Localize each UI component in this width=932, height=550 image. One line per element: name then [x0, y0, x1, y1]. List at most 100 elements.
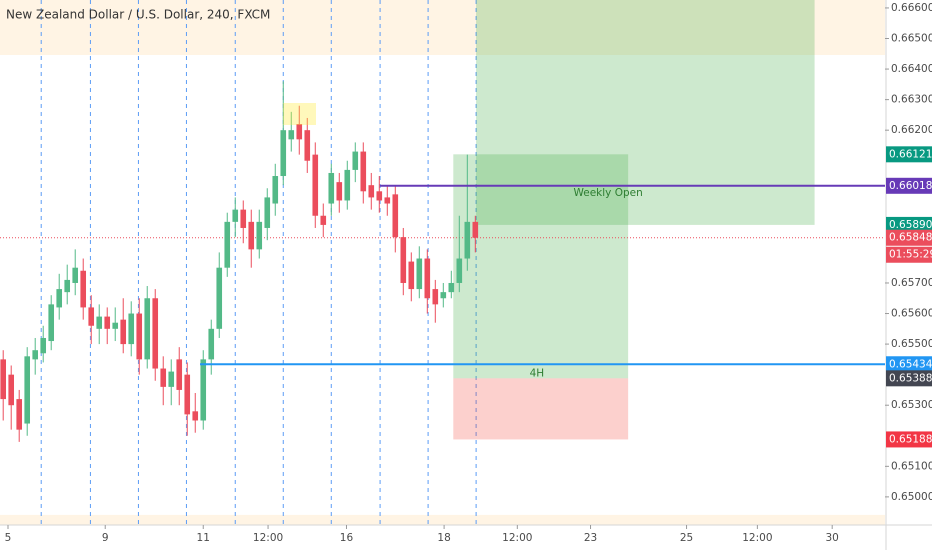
position-box	[453, 378, 629, 440]
candle-body	[0, 359, 7, 400]
position-box	[453, 154, 629, 379]
candle-body	[200, 359, 207, 421]
price-badge-label: 0.65848	[889, 232, 932, 244]
countdown-label: 01:55:29	[889, 249, 932, 261]
candle-body	[304, 130, 311, 161]
candle-body	[320, 215, 327, 225]
x-tick-label: 11	[197, 532, 210, 544]
candle-body	[424, 258, 431, 299]
candle-body	[448, 282, 455, 293]
y-tick-label: 0.66600	[891, 2, 932, 14]
x-tick-label: 9	[102, 532, 109, 544]
y-tick-label: 0.66500	[891, 33, 932, 45]
candle-body	[184, 374, 191, 415]
price-badge	[886, 229, 932, 246]
candle-body	[360, 151, 367, 192]
candle-body	[400, 237, 407, 283]
candle-body	[232, 209, 239, 222]
y-tick-label: 0.65300	[891, 399, 932, 411]
candle-body	[336, 182, 343, 201]
x-tick-label: 18	[437, 532, 450, 544]
candle-body	[112, 322, 119, 329]
chart-title: New Zealand Dollar / U.S. Dollar, 240, F…	[6, 8, 270, 22]
candle-body	[48, 304, 55, 342]
candle-body	[24, 356, 31, 424]
price-badge-label: 0.65188	[889, 433, 932, 445]
y-tick-label: 0.65600	[891, 308, 932, 320]
candle-body	[288, 130, 295, 140]
y-tick-label: 0.65700	[891, 277, 932, 289]
price-badge-label: 0.66121	[889, 148, 932, 160]
y-tick-label: 0.65100	[891, 460, 932, 472]
x-tick-label: 12:00	[253, 532, 283, 544]
candle-body	[64, 279, 71, 293]
candle-body	[96, 316, 103, 329]
price-badge	[886, 177, 932, 194]
candle-body	[136, 313, 143, 360]
plot-area	[0, 0, 885, 525]
highlight	[283, 103, 316, 125]
candle-body	[72, 267, 79, 283]
candle-body	[472, 221, 479, 238]
candle-body	[312, 154, 319, 216]
price-badge-label: 0.65890	[889, 219, 932, 231]
x-tick-label: 23	[584, 532, 597, 544]
candle-body	[432, 289, 439, 305]
candle-body	[120, 319, 127, 345]
candle-body	[264, 197, 271, 228]
candle-body	[376, 191, 383, 201]
candle-body	[80, 270, 87, 308]
candle-body	[408, 261, 415, 290]
price-badge	[886, 216, 932, 233]
price-badge	[886, 370, 932, 387]
candle-body	[208, 328, 215, 360]
candle-body	[16, 399, 23, 430]
candle-body	[416, 258, 423, 290]
candle-body	[40, 337, 47, 354]
candle-body	[88, 307, 95, 326]
candle-body	[464, 221, 471, 259]
x-tick-label: 25	[680, 532, 693, 544]
x-tick-label: 5	[5, 532, 12, 544]
candle-body	[368, 185, 375, 198]
price-badge	[886, 146, 932, 163]
candle-body	[176, 359, 183, 390]
candle-body	[352, 151, 359, 170]
y-tick-label: 0.66400	[891, 63, 932, 75]
candle-body	[296, 124, 303, 140]
price-badge	[886, 431, 932, 448]
candle-body	[160, 368, 167, 387]
y-tick-label: 0.65000	[891, 491, 932, 503]
candle-body	[224, 221, 231, 268]
candle-body	[256, 221, 263, 250]
countdown-badge	[886, 246, 932, 263]
candle-body	[328, 172, 335, 204]
level-label: Weekly Open	[573, 187, 642, 199]
candle-body	[216, 267, 223, 329]
price-badge-label: 0.66018	[889, 180, 932, 192]
candle-body	[384, 197, 391, 204]
candle-body	[440, 292, 447, 299]
x-tick-label: 12:00	[502, 532, 532, 544]
candle-body	[392, 194, 399, 238]
x-tick-label: 16	[340, 532, 354, 544]
candle-body	[144, 298, 151, 360]
candle-body	[272, 176, 279, 204]
y-tick-label: 0.66300	[891, 94, 932, 106]
candle-body	[104, 316, 111, 329]
candle-body	[248, 221, 255, 250]
zone	[0, 0, 885, 56]
candle-body	[240, 209, 247, 228]
candle-body	[8, 374, 15, 406]
zone	[0, 514, 885, 525]
candle-body	[456, 258, 463, 283]
candle-body	[32, 350, 39, 360]
candle-body	[168, 371, 175, 387]
level-label: 4H	[530, 367, 545, 379]
price-badge-label: 0.65434	[889, 358, 932, 370]
x-tick-label: 12:00	[742, 532, 772, 544]
candle-body	[56, 289, 63, 308]
candle-body	[128, 313, 135, 345]
